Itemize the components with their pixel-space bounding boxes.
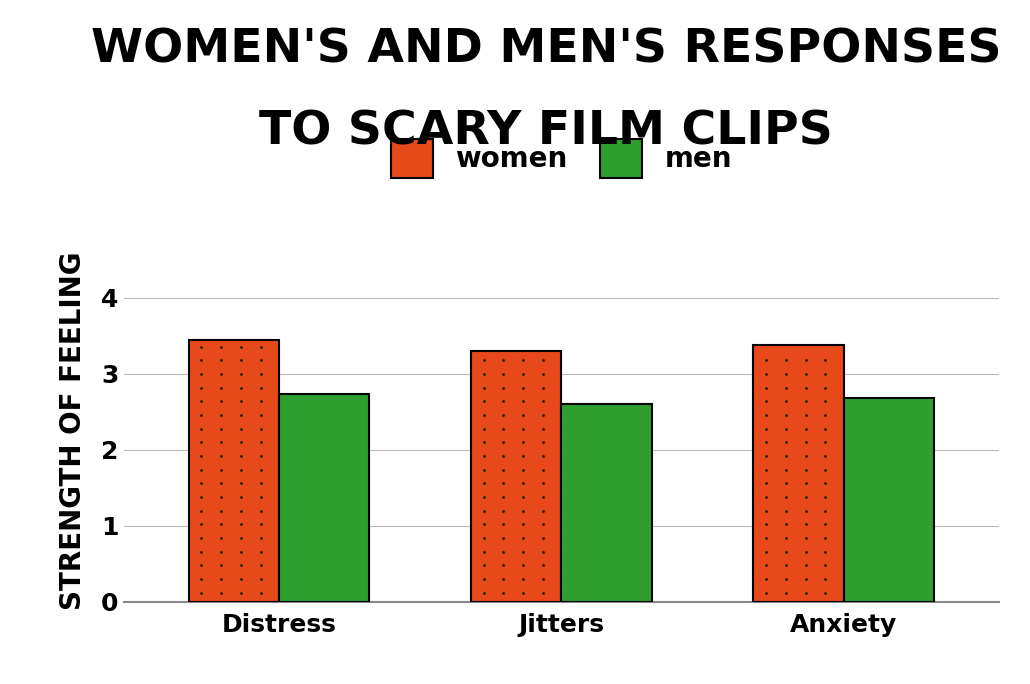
- Text: TO SCARY FILM CLIPS: TO SCARY FILM CLIPS: [259, 109, 833, 155]
- Bar: [471, 351, 561, 602]
- Y-axis label: STRENGTH OF FEELING: STRENGTH OF FEELING: [60, 252, 88, 610]
- Bar: [279, 395, 370, 602]
- Bar: [753, 345, 844, 602]
- Text: WOMEN'S AND MEN'S RESPONSES: WOMEN'S AND MEN'S RESPONSES: [91, 27, 1001, 73]
- Bar: [844, 398, 934, 602]
- Bar: [561, 404, 652, 602]
- Legend: women, men: women, men: [382, 130, 741, 186]
- Bar: [188, 340, 279, 602]
